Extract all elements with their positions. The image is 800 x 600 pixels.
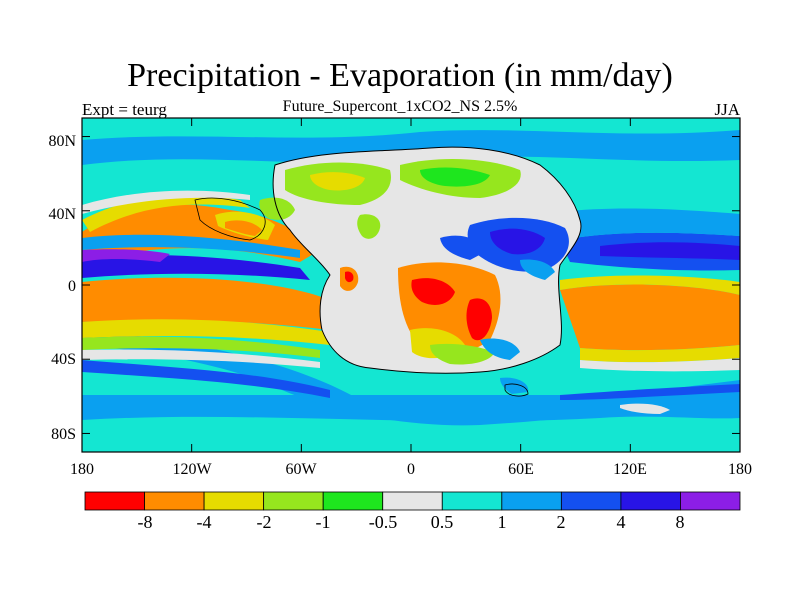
x-tick-0: 0 [407,461,415,478]
y-tick-0: 0 [68,278,76,295]
southern-island-outline [504,383,529,397]
colorbar-label: -0.5 [368,512,398,532]
colorbar-box [263,491,324,511]
colorbar-box [203,491,265,511]
colorbar-box [620,491,681,511]
colorbar-label: 2 [556,512,566,532]
colorbar-label: 0.5 [430,512,454,532]
experiment-label: Expt = teurg [82,100,167,119]
y-tick-40N: 40N [48,206,76,223]
x-tick-180E: 180 [728,461,752,478]
colorbar-box [322,491,384,511]
x-tick-120W: 120W [172,461,212,478]
colorbar [84,491,741,511]
colorbar-box [560,491,622,511]
colorbar-label: -8 [137,512,153,532]
x-tick-120E: 120E [613,461,647,478]
y-tick-80S: 80S [51,426,76,443]
x-tick-60W: 60W [285,461,317,478]
colorbar-label: -4 [196,512,212,532]
x-tick-60E: 60E [508,461,534,478]
plot-subtitle: Future_Supercont_1xCO2_NS 2.5% [282,98,518,115]
colorbar-label: 4 [616,512,626,532]
colorbar-label: 8 [675,512,685,532]
colorbar-label: -2 [256,512,272,532]
colorbar-box [144,491,205,511]
colorbar-label: 1 [497,512,507,532]
y-tick-80N: 80N [48,133,76,150]
colorbar-box [84,491,145,511]
colorbar-box [680,491,741,511]
plot-title: Precipitation - Evaporation (in mm/day) [127,57,673,94]
precip-evap-field [82,118,740,452]
y-tick-40S: 40S [51,351,76,368]
x-tick-180W: 180 [70,461,94,478]
axis-ticks [81,118,741,452]
colorbar-label: -1 [315,512,331,532]
supercontinent-outline [272,146,582,374]
western-land-outline [194,197,266,241]
colorbar-box [501,491,562,511]
colorbar-box [382,491,443,511]
season-label: JJA [714,100,740,119]
colorbar-box [441,491,503,511]
